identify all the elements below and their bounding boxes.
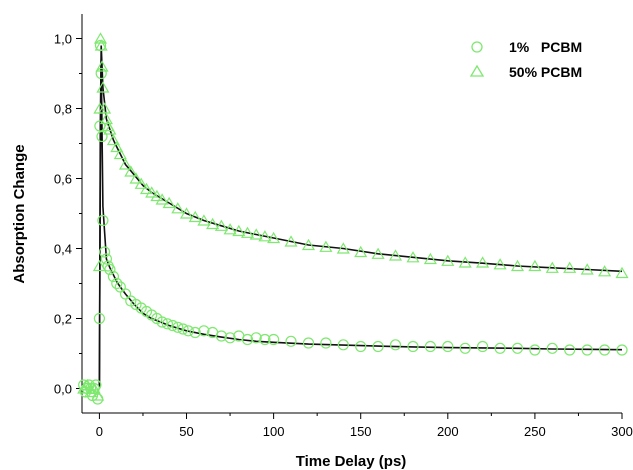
y-tick-label: 1,0 <box>54 32 72 47</box>
legend-label-series-1: 1% PCBM <box>509 39 582 55</box>
legend-marker-triangle <box>471 66 483 76</box>
data-point-triangle <box>564 263 575 273</box>
x-tick-label: 250 <box>524 424 546 439</box>
x-axis-title: Time Delay (ps) <box>296 453 407 470</box>
y-tick-label: 0,0 <box>54 382 72 397</box>
data-point-circle <box>391 340 401 350</box>
data-point-triangle <box>617 268 628 278</box>
x-tick-label: 0 <box>96 424 103 439</box>
x-tick-label: 150 <box>350 424 372 439</box>
data-point-circle <box>565 345 575 355</box>
y-tick-label: 0,8 <box>54 102 72 117</box>
fit-curves <box>99 46 622 389</box>
legend-label-series-2: 50% PCBM <box>509 64 582 80</box>
data-point-circle <box>478 342 488 352</box>
y-axis-title: Absorption Change <box>11 144 28 283</box>
data-point-circle <box>286 336 296 346</box>
data-point-circle <box>530 345 540 355</box>
x-tick-label: 50 <box>179 424 193 439</box>
x-tick-label: 100 <box>263 424 285 439</box>
fit-curve-1 <box>99 60 622 389</box>
data-point-triangle <box>529 261 540 271</box>
data-point-circle <box>100 247 110 257</box>
y-tick-label: 0,4 <box>54 242 72 257</box>
y-ticks: 0,0 0,2 0,4 0,6 0,8 1,0 <box>54 32 82 397</box>
x-tick-label: 200 <box>437 424 459 439</box>
data-point-circle <box>321 338 331 348</box>
y-tick-label: 0,6 <box>54 172 72 187</box>
data-point-circle <box>304 338 314 348</box>
legend: 1% PCBM 50% PCBM <box>471 39 582 80</box>
x-tick-label: 300 <box>611 424 633 439</box>
x-ticks: 0 50 100 150 200 250 300 <box>96 413 633 439</box>
fit-curve-2 <box>99 46 622 389</box>
legend-marker-circle <box>472 42 482 52</box>
data-point-circle <box>443 342 453 352</box>
y-tick-label: 0,2 <box>54 312 72 327</box>
